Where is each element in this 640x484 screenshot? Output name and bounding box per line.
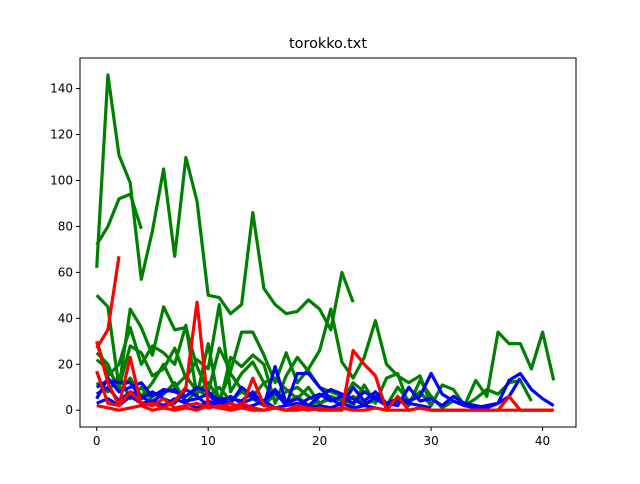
series-layer: [95, 73, 556, 412]
y-tick-label: 20: [58, 357, 73, 371]
plot-frame: [79, 57, 577, 428]
y-tick-label: 60: [58, 265, 73, 279]
y-tick-label: 40: [58, 311, 73, 325]
axes-layer: 0 10 20 30 40 0 20 40 60 80 100 120 140: [50, 57, 577, 448]
series-line-red-12: [95, 256, 121, 350]
y-tick-label: 100: [50, 173, 73, 187]
x-tick-label: 40: [535, 434, 550, 448]
chart-title: torokko.txt: [289, 36, 367, 52]
x-tick-label: 10: [201, 434, 216, 448]
series-line-red-15: [96, 404, 554, 412]
y-tick-label: 80: [58, 219, 73, 233]
x-tick-label: 0: [93, 434, 101, 448]
y-tick-label: 120: [50, 128, 73, 142]
x-tick-label: 30: [423, 434, 438, 448]
series-line-green-2: [95, 73, 355, 332]
y-tick-label: 0: [65, 403, 73, 417]
series-line-green-3: [95, 294, 556, 408]
y-tick-label: 140: [50, 82, 73, 96]
x-tick-label: 20: [312, 434, 327, 448]
